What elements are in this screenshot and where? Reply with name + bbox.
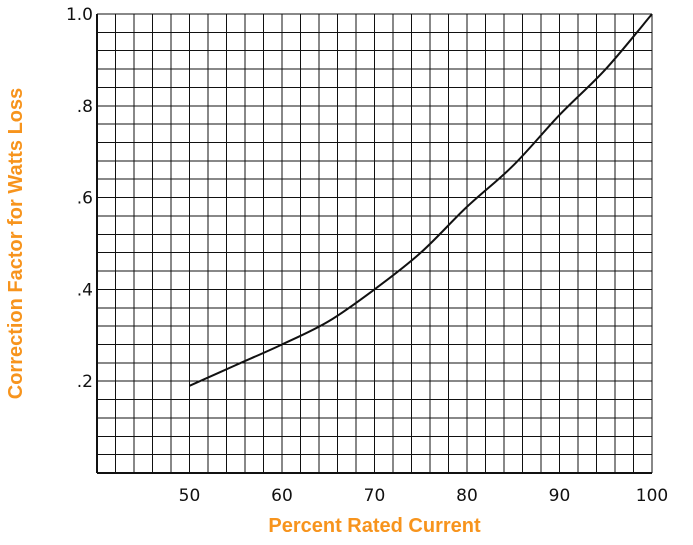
x-tick-label: 70	[364, 486, 386, 506]
x-tick-label: 100	[636, 486, 668, 506]
y-tick-labels: .2 .4 .6 .8 1.0	[66, 5, 93, 392]
series-group	[189, 13, 653, 387]
grid	[96, 13, 653, 474]
y-tick-label: .2	[77, 372, 93, 392]
y-tick-label: .4	[77, 280, 93, 300]
x-tick-label: 80	[456, 486, 478, 506]
x-tick-label: 60	[271, 486, 293, 506]
series-line	[189, 13, 653, 387]
y-tick-label: .8	[77, 97, 93, 117]
x-tick-label: 50	[179, 486, 201, 506]
y-tick-label: 1.0	[66, 5, 93, 25]
y-axis-title: Correction Factor for Watts Loss	[5, 88, 27, 400]
x-tick-labels: 50 60 70 80 90 100	[179, 486, 669, 506]
axes	[96, 14, 652, 474]
y-tick-label: .6	[77, 189, 93, 209]
x-axis-title: Percent Rated Current	[268, 515, 481, 537]
x-tick-label: 90	[549, 486, 571, 506]
